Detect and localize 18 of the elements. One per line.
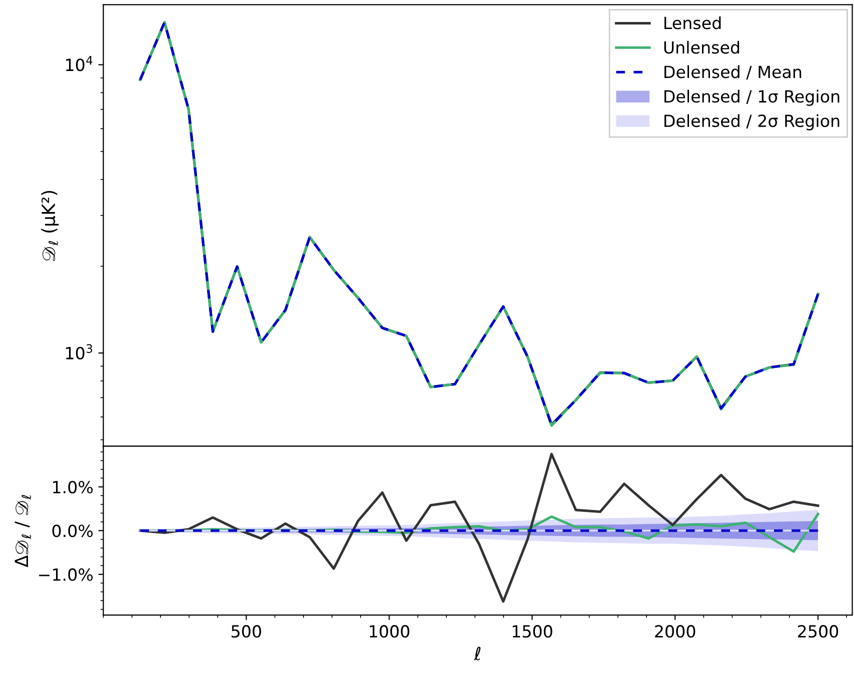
y-tick-label: 10$^{4}$ [66, 56, 92, 72]
legend-label: Delensed / 2σ Region [664, 114, 840, 130]
legend-label: Delensed / 1σ Region [664, 90, 840, 106]
x-tick-label: 2500 [798, 625, 838, 638]
y-axis-title: Δ𝒟$_{ℓ}$ / 𝒟$_{ℓ}$ [14, 495, 32, 568]
y-axis-title: 𝒟$_{ℓ}$ (μK²) [41, 190, 59, 262]
x-tick-label: 1000 [370, 625, 410, 638]
y-tick-label: 0.0% [52, 524, 93, 538]
x-tick-label: 1500 [512, 625, 552, 638]
x-tick-label: 500 [232, 625, 262, 638]
y-tick-label: 10$^{3}$ [66, 344, 92, 360]
x-tick-label: 2000 [655, 625, 696, 638]
y-tick-label: −1.0% [39, 568, 93, 581]
legend-label: Delensed / Mean [664, 65, 802, 80]
x-axis-title: ℓ [474, 646, 480, 660]
legend-label: Lensed [664, 16, 721, 30]
y-tick-label: 1.0% [53, 480, 93, 494]
legend-label: Unlensed [664, 40, 740, 54]
